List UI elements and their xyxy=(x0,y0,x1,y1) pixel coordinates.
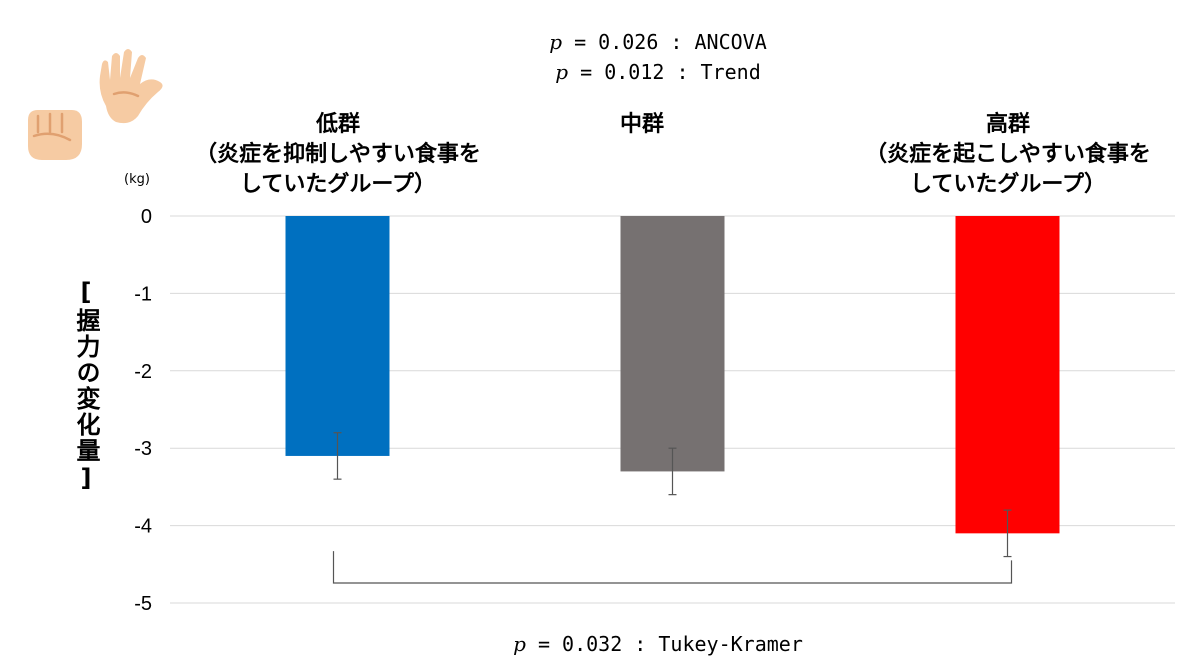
unit-label: (kg) xyxy=(124,172,150,187)
bar-high xyxy=(955,216,1060,534)
group-label-high: 高群 （炎症を起こしやすい食事を していたグループ） xyxy=(865,112,1151,197)
bars xyxy=(285,216,1060,534)
error-bars xyxy=(333,432,1012,558)
stat-tukey: p = 0.032 : Tukey-Kramer xyxy=(513,632,803,656)
group-label-low: 低群 （炎症を抑制しやすい食事を していたグループ） xyxy=(195,112,481,197)
y-tick-label: -1 xyxy=(134,283,152,305)
y-tick-label: -4 xyxy=(134,516,152,538)
bar-mid xyxy=(620,216,725,472)
y-tick-label: -2 xyxy=(134,361,152,383)
stat-trend: p = 0.012 : Trend xyxy=(555,60,761,84)
bar-low xyxy=(285,216,390,456)
comparison-bracket xyxy=(332,551,1013,584)
y-tick-label: -5 xyxy=(134,593,152,615)
stat-ancova: p = 0.026 : ANCOVA xyxy=(549,30,767,54)
y-axis-label: [握力の変化量] xyxy=(72,278,100,494)
open-hand-icon xyxy=(88,46,172,134)
fist-icon xyxy=(22,100,88,170)
bracket-line xyxy=(332,551,1013,584)
group-label-mid: 中群 xyxy=(619,112,664,137)
y-tick-label: -3 xyxy=(134,438,152,460)
y-tick-label: 0 xyxy=(141,206,152,228)
y-tick-labels: 0 -1 -2 -3 -4 -5 xyxy=(134,206,152,615)
